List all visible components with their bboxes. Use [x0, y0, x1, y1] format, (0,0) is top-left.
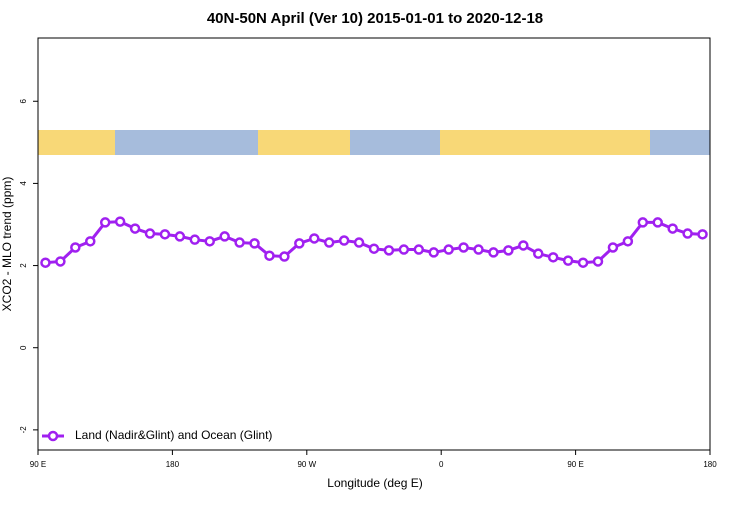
x-tick-label: 90 E — [567, 460, 583, 469]
land — [440, 130, 650, 155]
point — [368, 243, 380, 254]
point — [592, 256, 604, 267]
point — [428, 247, 439, 258]
y-tick-label: 2 — [19, 263, 28, 268]
point — [144, 228, 156, 239]
point — [547, 252, 559, 263]
point — [383, 245, 395, 256]
point — [518, 240, 529, 251]
land — [38, 130, 115, 155]
point — [85, 236, 96, 247]
point — [129, 223, 141, 234]
point — [204, 236, 215, 247]
point — [667, 223, 678, 234]
point — [174, 231, 186, 242]
x-axis-label: Longitude (deg E) — [327, 476, 422, 490]
point — [443, 244, 454, 255]
point — [637, 217, 649, 228]
point — [607, 242, 619, 253]
point — [682, 228, 693, 239]
point — [488, 247, 499, 258]
point — [398, 244, 410, 255]
y-tick-label: -2 — [19, 426, 28, 434]
point — [114, 216, 126, 227]
plot-frame — [37, 37, 711, 451]
point — [458, 242, 469, 253]
point — [70, 242, 81, 253]
point — [40, 257, 51, 268]
y-tick-label: 0 — [19, 345, 28, 350]
point — [577, 257, 589, 268]
map-band — [38, 130, 710, 155]
ocean — [650, 130, 710, 155]
point — [353, 237, 365, 248]
point — [503, 245, 514, 256]
point — [323, 237, 335, 248]
point — [234, 237, 245, 248]
point — [697, 229, 708, 240]
point — [159, 229, 171, 240]
x-tick-label: 180 — [166, 460, 180, 469]
x-tick-label: 90 W — [297, 460, 316, 469]
point — [219, 231, 230, 242]
point — [652, 217, 663, 228]
point — [294, 238, 305, 249]
y-tick-label: 4 — [19, 181, 28, 186]
ocean — [350, 130, 440, 155]
point — [55, 256, 66, 267]
series-line — [45, 220, 703, 265]
ocean — [115, 130, 258, 155]
point — [473, 244, 484, 255]
point — [249, 238, 260, 249]
point — [279, 251, 290, 262]
point — [622, 236, 634, 247]
y-axis-label: XCO2 - MLO trend (ppm) — [0, 177, 14, 312]
legend-marker — [47, 430, 59, 442]
point — [413, 244, 425, 255]
legend-label: Land (Nadir&Glint) and Ocean (Glint) — [75, 428, 272, 442]
point — [338, 235, 350, 246]
point — [189, 234, 201, 245]
x-tick-label: 90 E — [30, 460, 46, 469]
land — [258, 130, 350, 155]
y-tick-label: 6 — [19, 98, 28, 103]
chart-title: 40N-50N April (Ver 10) 2015-01-01 to 202… — [207, 10, 543, 27]
point — [99, 217, 111, 228]
x-tick-label: 180 — [703, 460, 717, 469]
point — [533, 248, 544, 259]
point — [562, 255, 574, 266]
x-tick-label: 0 — [439, 460, 444, 469]
point — [309, 233, 320, 244]
point — [264, 250, 275, 261]
